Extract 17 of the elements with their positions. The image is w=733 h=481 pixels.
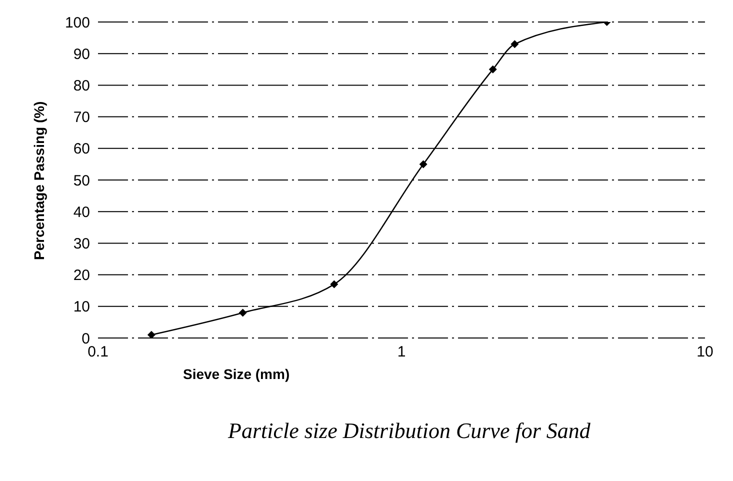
x-tick-label: 1	[397, 344, 406, 361]
y-tick-label: 10	[73, 298, 90, 316]
y-tick-label: 30	[73, 236, 90, 253]
y-axis-title: Percentage Passing (%)	[30, 101, 47, 260]
y-tick-label: 0	[82, 330, 90, 348]
x-tick-label: 0.1	[88, 344, 108, 361]
y-tick-label: 50	[73, 172, 90, 190]
y-tick-label: 70	[73, 109, 90, 126]
text: Particle size Distribution Curve for Sand	[228, 418, 590, 444]
y-tick-label: 80	[73, 78, 90, 95]
y-tick-label: 60	[73, 140, 90, 158]
y-tick-label: 100	[64, 14, 90, 32]
x-axis-title: Sieve Size (mm)	[183, 366, 290, 382]
x-tick-label: 10	[696, 344, 714, 361]
y-tick-label: 20	[73, 267, 90, 284]
y-tick-label: 40	[73, 204, 90, 221]
y-tick-label: 90	[73, 46, 90, 63]
